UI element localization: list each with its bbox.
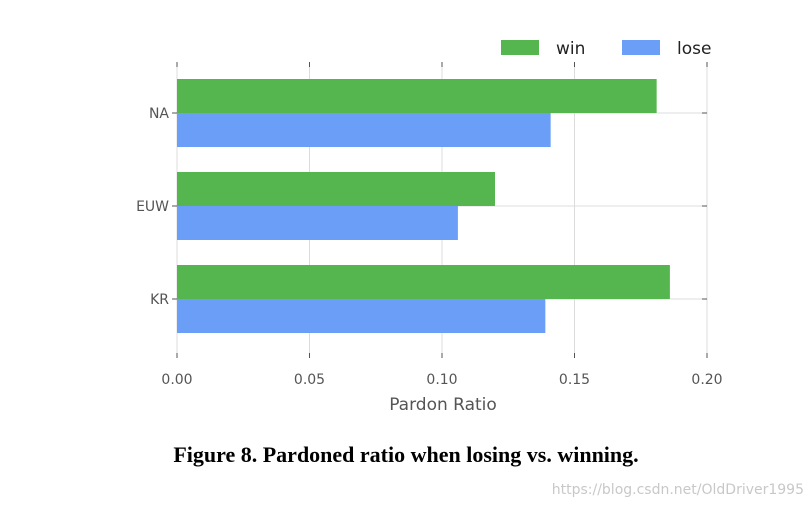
y-tick-label: EUW	[136, 199, 169, 215]
x-axis: 0.00 0.05 0.10 0.15 0.20	[161, 62, 723, 388]
bar-chart: NA EUW KR 0.00 0.05 0.10 0.15 0.20 Pardon Rati…	[136, 39, 723, 415]
bars	[177, 79, 670, 333]
figure-caption: Figure 8. Pardoned ratio when losing vs.…	[173, 442, 639, 467]
legend-label-win: win	[556, 39, 585, 59]
bar-win-euw	[177, 172, 495, 206]
x-tick-label: 0.00	[161, 372, 192, 388]
bar-lose-euw	[177, 206, 458, 240]
bar-lose-kr	[177, 299, 546, 333]
bar-win-kr	[177, 265, 670, 299]
x-tick-label: 0.05	[294, 372, 325, 388]
x-tick-label: 0.15	[559, 372, 590, 388]
y-axis: NA EUW KR	[136, 106, 707, 308]
y-tick-label: NA	[149, 106, 169, 122]
bar-lose-na	[177, 113, 551, 147]
y-tick-label: KR	[150, 292, 169, 308]
legend-swatch-lose	[622, 40, 660, 55]
x-axis-label: Pardon Ratio	[389, 395, 497, 415]
watermark: https://blog.csdn.net/OldDriver1995	[551, 482, 804, 498]
bar-win-na	[177, 79, 657, 113]
x-tick-label: 0.20	[691, 372, 722, 388]
legend-label-lose: lose	[677, 39, 711, 59]
legend: win lose	[501, 39, 711, 59]
x-tick-label: 0.10	[426, 372, 457, 388]
legend-swatch-win	[501, 40, 539, 55]
